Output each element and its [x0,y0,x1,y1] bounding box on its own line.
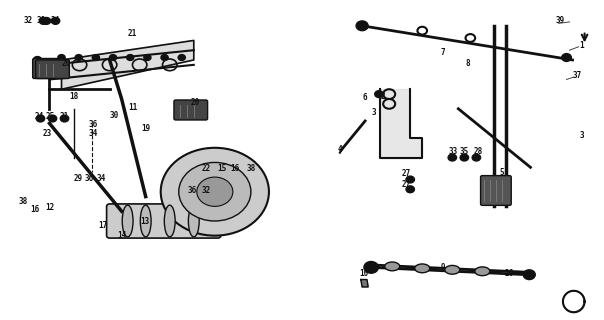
Text: 29: 29 [74,173,83,182]
Text: 10: 10 [359,269,368,278]
FancyBboxPatch shape [174,100,208,120]
Circle shape [562,54,571,61]
Ellipse shape [122,205,133,237]
Text: 20: 20 [62,59,71,68]
Text: 27: 27 [402,169,411,178]
Text: 16: 16 [230,164,239,173]
Ellipse shape [415,264,430,273]
Circle shape [144,55,151,60]
Circle shape [127,55,134,60]
Text: 6: 6 [363,92,367,101]
Text: 14: 14 [117,231,126,240]
Polygon shape [380,89,422,157]
Circle shape [364,261,378,273]
Text: 15: 15 [217,164,226,173]
Polygon shape [62,40,194,89]
Text: 35: 35 [460,147,469,156]
Circle shape [42,18,51,24]
FancyBboxPatch shape [33,59,66,78]
Ellipse shape [164,205,175,237]
Text: 16: 16 [30,205,39,214]
Text: 38: 38 [37,16,47,25]
Circle shape [109,55,117,60]
Circle shape [161,55,168,60]
Text: 3: 3 [579,131,584,140]
Circle shape [48,115,57,122]
Text: 21: 21 [128,28,137,38]
Text: 27: 27 [402,180,411,189]
Text: 11: 11 [128,103,137,112]
Text: 5: 5 [500,168,504,177]
Circle shape [39,18,48,24]
Circle shape [92,55,100,60]
Text: 2: 2 [381,92,385,101]
Text: 32: 32 [24,16,33,25]
Text: 39: 39 [556,16,565,25]
Circle shape [178,55,185,60]
Text: 38: 38 [246,164,255,173]
Text: 33: 33 [449,147,458,156]
Circle shape [179,163,251,221]
Text: 36: 36 [85,173,94,182]
Text: 20: 20 [191,98,200,108]
Text: 4: 4 [338,145,342,154]
Text: 9: 9 [441,263,446,272]
Text: 36: 36 [187,186,196,195]
Circle shape [36,115,45,122]
Ellipse shape [385,262,400,271]
Ellipse shape [188,205,199,237]
Text: 34: 34 [97,173,106,182]
Text: 12: 12 [45,203,54,212]
Text: 26: 26 [505,269,514,278]
Circle shape [58,55,65,60]
Text: 34: 34 [88,129,97,138]
Text: 7: 7 [441,48,446,57]
Circle shape [523,270,535,280]
Ellipse shape [140,205,151,237]
Text: 34: 34 [51,16,60,25]
Text: 32: 32 [201,186,210,195]
FancyBboxPatch shape [36,60,69,78]
Text: 18: 18 [69,92,78,100]
Text: 25: 25 [46,112,56,121]
Text: 31: 31 [59,112,68,121]
Circle shape [60,115,69,122]
FancyBboxPatch shape [481,176,511,205]
Circle shape [460,154,469,161]
Circle shape [448,154,457,161]
Ellipse shape [475,267,490,276]
Text: 28: 28 [474,147,483,156]
Text: 30: 30 [110,111,119,120]
Polygon shape [361,280,368,287]
Circle shape [197,177,233,206]
Text: 13: 13 [140,218,149,227]
Text: 23: 23 [42,129,52,138]
Circle shape [161,148,269,236]
Text: 19: 19 [141,124,150,133]
Text: 22: 22 [201,164,210,173]
Text: 36: 36 [88,120,97,129]
Circle shape [374,91,383,98]
Circle shape [472,154,481,161]
Circle shape [75,55,82,60]
Ellipse shape [445,265,460,274]
Circle shape [406,186,414,193]
FancyBboxPatch shape [106,204,221,238]
Circle shape [33,57,42,63]
Text: 37: 37 [573,71,582,80]
Text: 38: 38 [19,197,28,206]
Circle shape [406,176,414,183]
Text: 8: 8 [465,59,470,68]
Text: 1: 1 [579,41,584,50]
Text: 24: 24 [34,112,44,121]
Circle shape [51,18,60,24]
Circle shape [356,21,368,31]
Text: 3: 3 [372,108,376,117]
Text: 17: 17 [98,221,107,230]
